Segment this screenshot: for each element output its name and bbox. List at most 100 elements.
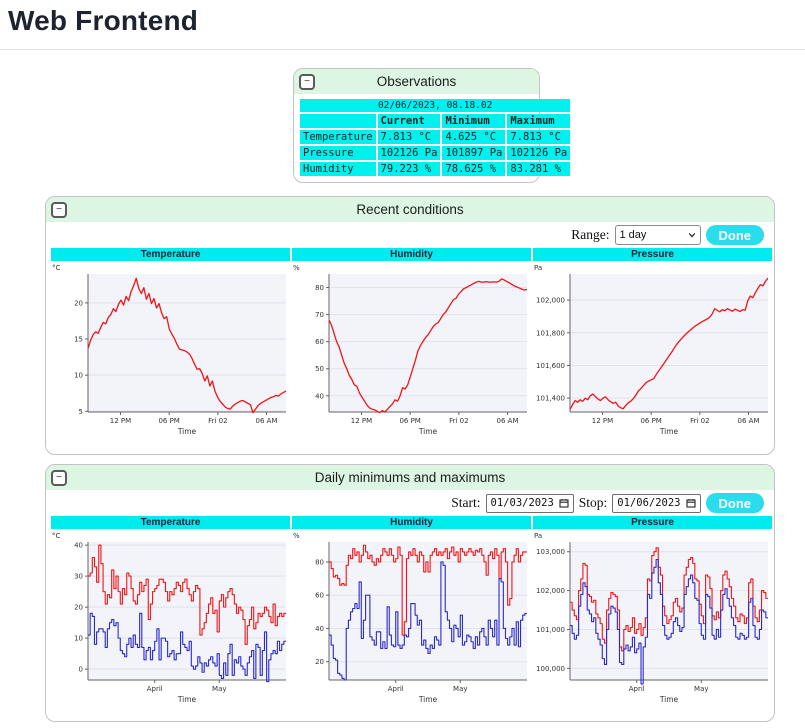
- svg-text:15: 15: [74, 336, 83, 344]
- svg-text:20: 20: [315, 658, 324, 666]
- svg-text:Time: Time: [659, 695, 679, 704]
- recent-humidity-plot: 40 50 60 70 80 12 PM 06 PM Fri 02 06 AM% Time: [292, 261, 531, 439]
- recent-temperature-chart: Temperature 5 10 15 20 12 PM 06 PM Fri 02 06 AM…: [51, 248, 290, 439]
- svg-text:101,800: 101,800: [536, 329, 565, 337]
- corner-cell: [300, 114, 376, 128]
- svg-text:70: 70: [315, 311, 324, 319]
- start-date-value: 01/03/2023: [490, 497, 554, 509]
- svg-text:100,000: 100,000: [536, 665, 565, 673]
- svg-text:April: April: [388, 685, 404, 693]
- svg-text:Pa: Pa: [534, 264, 542, 272]
- svg-text:40: 40: [315, 392, 324, 400]
- daily-done-button[interactable]: Done: [705, 493, 764, 513]
- stop-date-input[interactable]: 01/06/2023: [612, 493, 701, 513]
- start-date-input[interactable]: 01/03/2023: [485, 493, 574, 513]
- observations-collapse-button[interactable]: −: [299, 73, 315, 90]
- daily-humidity-chart: Humidity 20 40 60 80 April May% Time: [292, 516, 531, 707]
- svg-text:60: 60: [315, 338, 324, 346]
- svg-text:06 PM: 06 PM: [158, 417, 179, 425]
- chart-title: Pressure: [533, 516, 772, 529]
- svg-text:Fri 02: Fri 02: [449, 417, 468, 425]
- cell-maximum: 102126 Pa: [507, 146, 571, 160]
- daily-pressure-plot: 100,000 101,000 102,000 103,000 April May Pa Ti…: [533, 529, 772, 707]
- svg-text:%: %: [293, 264, 300, 272]
- recent-conditions-panel: − Recent conditions Range: 1 day Done Te…: [45, 196, 775, 455]
- svg-text:102,000: 102,000: [536, 297, 565, 305]
- recent-temperature-plot: 5 10 15 20 12 PM 06 PM Fri 02 06 AM °C Time: [51, 261, 290, 439]
- svg-text:101,000: 101,000: [536, 626, 565, 634]
- page-header: Web Frontend: [0, 0, 805, 50]
- svg-text:°C: °C: [52, 264, 61, 272]
- table-row: 02/06/2023, 08.18.02: [300, 99, 571, 112]
- observations-body: 02/06/2023, 08.18.02 Current Minimum Max…: [294, 94, 571, 182]
- svg-text:40: 40: [315, 625, 324, 633]
- svg-text:20: 20: [74, 299, 83, 307]
- chart-title: Pressure: [533, 248, 772, 261]
- cell-current: 7.813 °C: [377, 130, 441, 144]
- observations-timestamp: 02/06/2023, 08.18.02: [300, 99, 571, 112]
- svg-text:12 PM: 12 PM: [351, 417, 372, 425]
- svg-text:80: 80: [315, 558, 324, 566]
- svg-text:%: %: [293, 532, 300, 540]
- svg-text:Time: Time: [177, 695, 197, 704]
- svg-text:Time: Time: [418, 427, 438, 436]
- observations-panel-header: − Observations: [294, 69, 539, 94]
- svg-text:103,000: 103,000: [536, 548, 565, 556]
- svg-text:06 AM: 06 AM: [256, 417, 278, 425]
- observations-table: 02/06/2023, 08.18.02 Current Minimum Max…: [298, 97, 572, 178]
- chart-title: Temperature: [51, 516, 290, 529]
- cell-minimum: 78.625 %: [442, 162, 506, 176]
- range-select[interactable]: 1 day: [614, 225, 701, 245]
- table-row: Pressure 102126 Pa 101897 Pa 102126 Pa: [300, 146, 571, 160]
- cell-maximum: 83.281 %: [507, 162, 571, 176]
- recent-pressure-chart: Pressure 101,400 101,600 101,800 102,000 12 …: [533, 248, 772, 439]
- svg-text:May: May: [694, 685, 708, 693]
- daily-minmax-panel: − Daily minimums and maximums Start: 01/…: [45, 464, 775, 722]
- cell-minimum: 4.625 °C: [442, 130, 506, 144]
- svg-text:50: 50: [315, 365, 324, 373]
- table-row: Temperature 7.813 °C 4.625 °C 7.813 °C: [300, 130, 571, 144]
- recent-title: Recent conditions: [356, 202, 464, 217]
- table-row: Current Minimum Maximum: [300, 114, 571, 128]
- observations-title: Observations: [376, 74, 457, 89]
- svg-text:Fri 02: Fri 02: [690, 417, 709, 425]
- svg-text:°C: °C: [52, 532, 61, 540]
- chart-title: Temperature: [51, 248, 290, 261]
- cell-minimum: 101897 Pa: [442, 146, 506, 160]
- svg-text:April: April: [147, 685, 163, 693]
- svg-text:12 PM: 12 PM: [110, 417, 131, 425]
- svg-text:06 PM: 06 PM: [399, 417, 420, 425]
- svg-text:06 AM: 06 AM: [497, 417, 519, 425]
- svg-text:Time: Time: [659, 427, 679, 436]
- daily-humidity-plot: 20 40 60 80 April May% Time: [292, 529, 531, 707]
- daily-temperature-plot: 0 10 20 30 40 April May °C Time: [51, 529, 290, 707]
- svg-text:5: 5: [79, 408, 83, 416]
- svg-text:Time: Time: [418, 695, 438, 704]
- svg-text:Pa: Pa: [534, 532, 542, 540]
- calendar-icon: [559, 499, 569, 508]
- recent-collapse-button[interactable]: −: [51, 201, 67, 218]
- chevron-down-icon: [688, 232, 695, 238]
- daily-temperature-chart: Temperature 0 10 20 30 40 April May °C Time: [51, 516, 290, 707]
- minus-icon: −: [304, 75, 310, 87]
- start-label: Start:: [451, 495, 481, 510]
- svg-text:10: 10: [74, 372, 83, 380]
- stop-date-value: 01/06/2023: [617, 497, 681, 509]
- recent-pressure-plot: 101,400 101,600 101,800 102,000 12 PM 06 PM Fr…: [533, 261, 772, 439]
- svg-text:May: May: [212, 685, 226, 693]
- recent-humidity-chart: Humidity 40 50 60 70 80 12 PM 06 PM Fri 02 06 AM…: [292, 248, 531, 439]
- recent-controls: Range: 1 day Done: [46, 222, 774, 248]
- row-label: Humidity: [300, 162, 376, 176]
- daily-collapse-button[interactable]: −: [51, 469, 67, 486]
- recent-charts-row: Temperature 5 10 15 20 12 PM 06 PM Fri 02 06 AM…: [46, 248, 774, 439]
- svg-text:80: 80: [315, 284, 324, 292]
- range-label: Range:: [571, 227, 610, 242]
- observations-panel: − Observations 02/06/2023, 08.18.02 Curr…: [293, 68, 571, 183]
- svg-text:May: May: [453, 685, 467, 693]
- svg-text:06 AM: 06 AM: [738, 417, 760, 425]
- range-select-value: 1 day: [619, 229, 647, 241]
- daily-charts-row: Temperature 0 10 20 30 40 April May °C Time Humi…: [46, 516, 774, 707]
- table-row: Humidity 79.223 % 78.625 % 83.281 %: [300, 162, 571, 176]
- recent-done-button[interactable]: Done: [705, 225, 764, 245]
- svg-text:12 PM: 12 PM: [592, 417, 613, 425]
